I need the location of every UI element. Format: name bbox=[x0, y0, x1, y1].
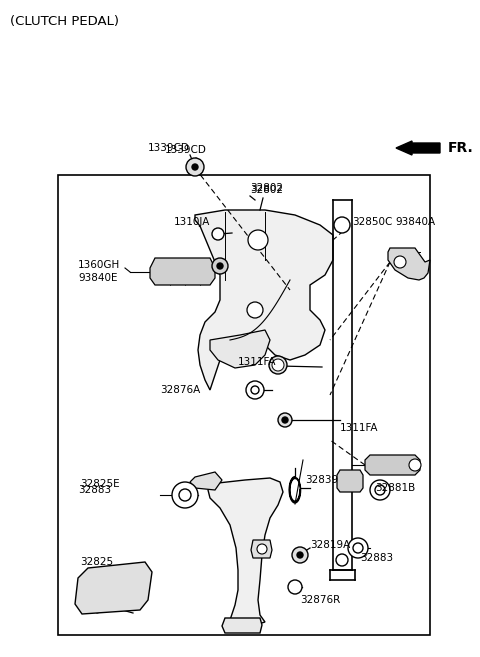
Circle shape bbox=[248, 230, 268, 250]
Text: 1339CD: 1339CD bbox=[148, 143, 190, 153]
Polygon shape bbox=[251, 540, 272, 558]
Text: 32876R: 32876R bbox=[300, 595, 340, 605]
Polygon shape bbox=[337, 470, 363, 492]
Polygon shape bbox=[195, 210, 333, 390]
Text: 1311FA: 1311FA bbox=[340, 423, 379, 433]
Circle shape bbox=[246, 381, 264, 399]
Polygon shape bbox=[210, 330, 270, 368]
Circle shape bbox=[215, 231, 221, 237]
Text: (CLUTCH PEDAL): (CLUTCH PEDAL) bbox=[10, 16, 119, 28]
Circle shape bbox=[212, 258, 228, 274]
Circle shape bbox=[292, 547, 308, 563]
Polygon shape bbox=[190, 472, 222, 490]
Text: 1360GH: 1360GH bbox=[78, 260, 120, 270]
Circle shape bbox=[179, 489, 191, 501]
Text: 1339CD: 1339CD bbox=[165, 145, 207, 155]
Polygon shape bbox=[388, 248, 430, 280]
Circle shape bbox=[212, 228, 224, 240]
Circle shape bbox=[297, 552, 303, 558]
Circle shape bbox=[292, 584, 298, 590]
Text: 32802: 32802 bbox=[250, 185, 283, 195]
FancyArrow shape bbox=[396, 141, 440, 155]
Circle shape bbox=[394, 256, 406, 268]
Circle shape bbox=[353, 543, 363, 553]
Circle shape bbox=[269, 356, 287, 374]
Text: 1311FA: 1311FA bbox=[238, 357, 276, 367]
Text: 32876A: 32876A bbox=[160, 385, 200, 395]
Text: 32850C: 32850C bbox=[352, 217, 392, 227]
Text: 32802: 32802 bbox=[250, 183, 283, 193]
Circle shape bbox=[375, 485, 385, 495]
Circle shape bbox=[257, 544, 267, 554]
Circle shape bbox=[409, 459, 421, 471]
Text: 32825: 32825 bbox=[80, 557, 113, 567]
Text: 93840A: 93840A bbox=[395, 217, 435, 227]
Circle shape bbox=[215, 261, 225, 271]
Circle shape bbox=[274, 361, 282, 369]
Text: 93840E: 93840E bbox=[78, 273, 118, 283]
Polygon shape bbox=[222, 618, 262, 633]
Text: 1310JA: 1310JA bbox=[174, 217, 210, 227]
Circle shape bbox=[336, 554, 348, 566]
Circle shape bbox=[282, 417, 288, 423]
Circle shape bbox=[278, 413, 292, 427]
Text: 32819A: 32819A bbox=[310, 540, 350, 550]
Polygon shape bbox=[365, 455, 420, 475]
Text: 32881B: 32881B bbox=[375, 483, 415, 493]
Text: 32825E: 32825E bbox=[80, 479, 120, 489]
Circle shape bbox=[251, 386, 259, 394]
Circle shape bbox=[296, 551, 304, 559]
Polygon shape bbox=[208, 478, 283, 625]
Text: FR.: FR. bbox=[448, 141, 474, 155]
Bar bbox=[58, 175, 430, 635]
Polygon shape bbox=[150, 258, 215, 285]
Circle shape bbox=[192, 164, 198, 170]
Circle shape bbox=[190, 162, 200, 172]
Circle shape bbox=[275, 362, 281, 368]
Circle shape bbox=[186, 158, 204, 176]
Circle shape bbox=[217, 263, 223, 269]
Text: 32883: 32883 bbox=[78, 485, 111, 495]
Circle shape bbox=[348, 538, 368, 558]
Circle shape bbox=[172, 482, 198, 508]
Circle shape bbox=[288, 580, 302, 594]
Circle shape bbox=[247, 302, 263, 318]
Circle shape bbox=[370, 480, 390, 500]
Text: 32883: 32883 bbox=[360, 553, 393, 563]
Circle shape bbox=[272, 359, 284, 371]
Text: 32839: 32839 bbox=[305, 475, 338, 485]
Polygon shape bbox=[75, 562, 152, 614]
Circle shape bbox=[334, 217, 350, 233]
